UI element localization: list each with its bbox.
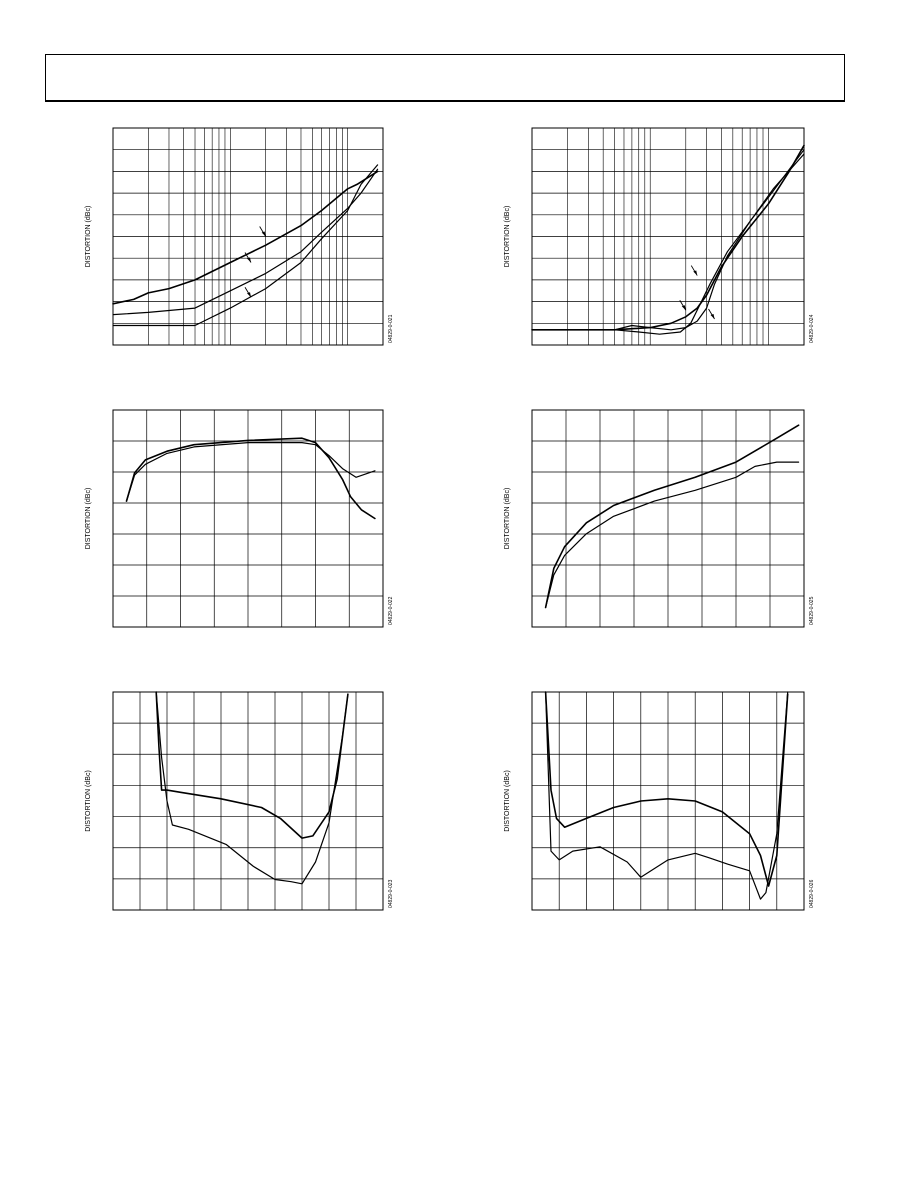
plot-frame <box>531 409 805 628</box>
plot-area <box>112 127 384 346</box>
annotation-arrow <box>244 287 252 298</box>
series-line-3 <box>112 164 379 327</box>
annotation-arrow <box>259 226 267 237</box>
series-line-2 <box>155 691 349 885</box>
page-header-box <box>45 54 845 102</box>
plot-frame <box>112 127 384 346</box>
y-axis-label: DISTORTION (dBc) <box>85 488 92 550</box>
chart-svg: DISTORTION (dBc) 04829-0-023 <box>85 691 394 911</box>
chart-panel-6: DISTORTION (dBc) 04829-0-026 <box>495 691 816 912</box>
plot-frame <box>112 409 384 628</box>
chart-panel-3: DISTORTION (dBc) 04829-0-023 <box>76 691 395 912</box>
annotation-arrow <box>708 308 715 320</box>
series-line-2 <box>125 441 376 502</box>
chart-svg: DISTORTION (dBc) 04829-0-025 <box>504 409 815 628</box>
series-line-3 <box>531 153 805 331</box>
figure-code: 04829-0-023 <box>388 879 394 908</box>
figure-code: 04829-0-025 <box>809 596 815 625</box>
y-axis-label: DISTORTION (dBc) <box>85 770 92 832</box>
plot-area <box>112 691 384 911</box>
y-axis-label: DISTORTION (dBc) <box>85 206 92 268</box>
annotation-arrow <box>679 300 687 311</box>
chart-panel-4: DISTORTION (dBc) 04829-0-024 <box>495 127 816 347</box>
plot-frame <box>531 691 805 911</box>
y-axis-label: DISTORTION (dBc) <box>504 206 511 268</box>
series-line-2 <box>545 691 789 900</box>
annotation-arrow <box>244 252 252 263</box>
plot-area <box>531 127 805 346</box>
chart-svg: DISTORTION (dBc) 04829-0-026 <box>504 691 815 911</box>
series-line-1 <box>125 437 376 520</box>
chart-panel-2: DISTORTION (dBc) 04829-0-022 <box>76 409 395 629</box>
plot-area <box>531 691 805 911</box>
figure-code: 04829-0-021 <box>388 314 394 343</box>
y-axis-label: DISTORTION (dBc) <box>504 770 511 832</box>
figure-code: 04829-0-026 <box>809 879 815 908</box>
series-line-2 <box>112 168 379 316</box>
figure-code: 04829-0-024 <box>809 314 815 343</box>
figure-code: 04829-0-022 <box>388 596 394 625</box>
chart-svg: DISTORTION (dBc) 04829-0-021 <box>85 127 394 346</box>
plot-frame <box>112 691 384 911</box>
chart-panel-1: DISTORTION (dBc) 04829-0-021 <box>76 127 395 347</box>
series-line-1 <box>155 691 349 839</box>
annotation-arrow <box>690 265 698 276</box>
chart-panel-5: DISTORTION (dBc) 04829-0-025 <box>495 409 816 629</box>
plot-area <box>112 409 384 628</box>
plot-frame <box>531 127 805 346</box>
series-line-2 <box>545 461 800 609</box>
y-axis-label: DISTORTION (dBc) <box>504 488 511 550</box>
plot-area <box>531 409 805 628</box>
series-line-1 <box>544 424 800 609</box>
series-line-1 <box>544 691 789 887</box>
series-line-1 <box>112 170 379 305</box>
chart-svg: DISTORTION (dBc) 04829-0-022 <box>85 409 394 628</box>
chart-svg: DISTORTION (dBc) 04829-0-024 <box>504 127 815 346</box>
